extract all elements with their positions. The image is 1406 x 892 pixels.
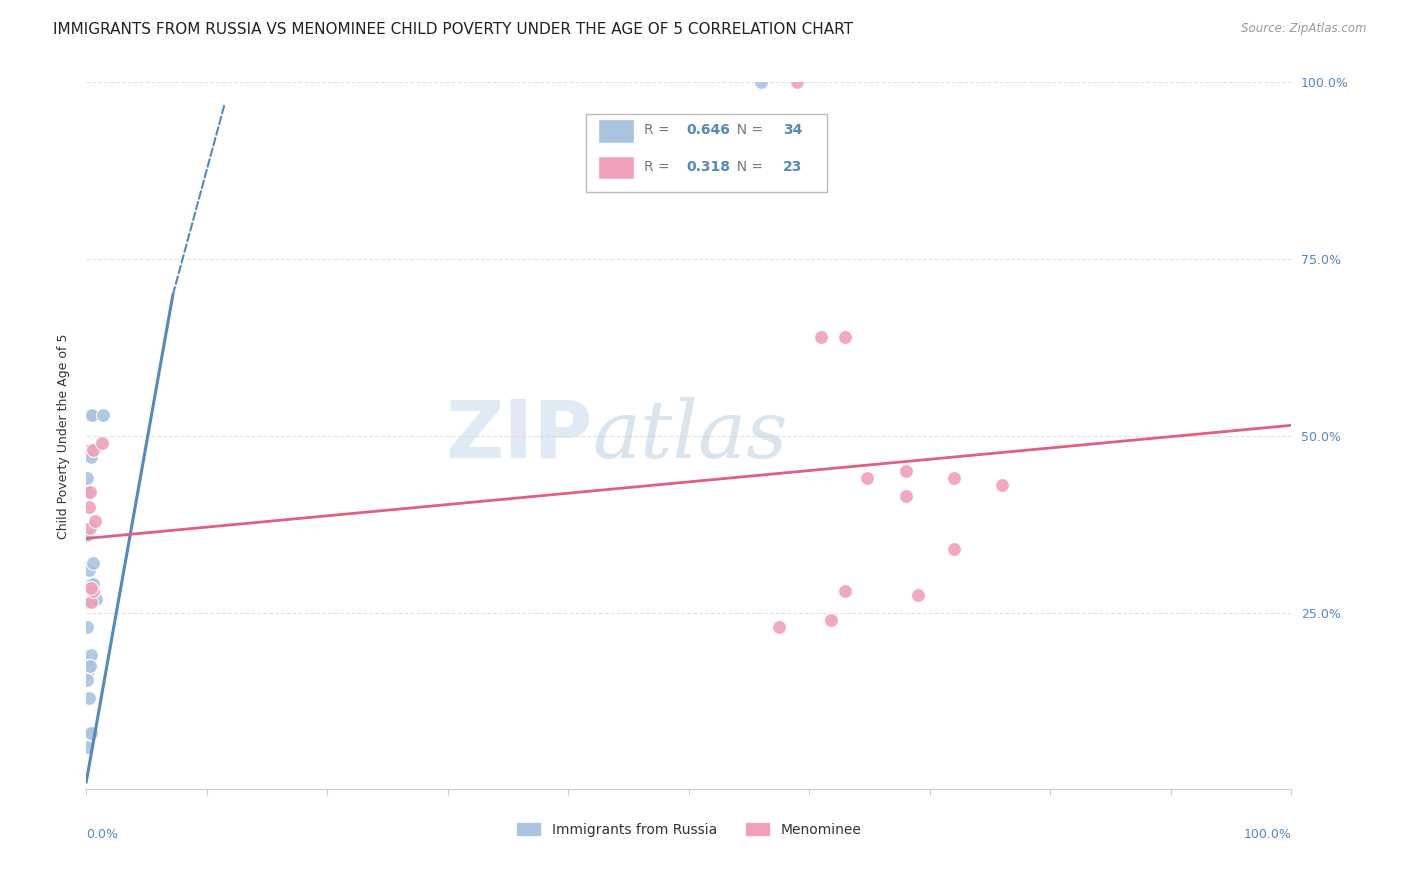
- Point: [76, 726, 98, 740]
- Text: Source: ZipAtlas.com: Source: ZipAtlas.com: [1241, 22, 1367, 36]
- Point: [76, 528, 98, 542]
- Text: 0.0%: 0.0%: [86, 829, 118, 841]
- Point: [77, 726, 100, 740]
- Point: [77, 658, 100, 673]
- Point: [749, 75, 772, 89]
- Point: [82, 584, 104, 599]
- Point: [76, 620, 98, 634]
- Text: 34: 34: [783, 123, 801, 136]
- Point: [80, 595, 103, 609]
- Text: N =: N =: [728, 160, 768, 174]
- Text: 100.0%: 100.0%: [1243, 829, 1291, 841]
- Point: [768, 620, 790, 634]
- Point: [907, 588, 929, 602]
- Point: [76, 485, 98, 500]
- Point: [79, 658, 101, 673]
- Point: [84, 591, 107, 606]
- Point: [79, 485, 101, 500]
- Y-axis label: Child Poverty Under the Age of 5: Child Poverty Under the Age of 5: [58, 334, 70, 539]
- Text: N =: N =: [728, 123, 768, 136]
- Point: [77, 500, 100, 514]
- FancyBboxPatch shape: [586, 114, 827, 192]
- Point: [76, 595, 98, 609]
- Point: [80, 577, 103, 591]
- Point: [90, 436, 112, 450]
- Point: [82, 584, 104, 599]
- FancyBboxPatch shape: [599, 120, 634, 143]
- Text: R =: R =: [644, 123, 673, 136]
- Point: [82, 556, 104, 570]
- Point: [80, 726, 103, 740]
- Point: [80, 581, 103, 595]
- Point: [79, 408, 101, 422]
- Text: atlas: atlas: [592, 397, 787, 475]
- Point: [76, 665, 98, 680]
- Point: [810, 330, 832, 344]
- Point: [991, 478, 1014, 492]
- Point: [76, 471, 98, 485]
- Point: [79, 591, 101, 606]
- Point: [77, 690, 100, 705]
- Point: [79, 577, 101, 591]
- Text: 0.318: 0.318: [686, 160, 730, 174]
- Point: [80, 584, 103, 599]
- Legend: Immigrants from Russia, Menominee: Immigrants from Russia, Menominee: [510, 817, 868, 843]
- Point: [80, 450, 103, 464]
- Point: [82, 584, 104, 599]
- Text: ZIP: ZIP: [446, 397, 592, 475]
- Point: [942, 542, 965, 557]
- Point: [942, 471, 965, 485]
- Text: 23: 23: [783, 160, 801, 174]
- Point: [76, 739, 98, 754]
- Point: [82, 584, 104, 599]
- Point: [894, 464, 917, 478]
- Point: [77, 595, 100, 609]
- Point: [76, 673, 98, 687]
- Text: 0.646: 0.646: [686, 123, 730, 136]
- Text: R =: R =: [644, 160, 673, 174]
- FancyBboxPatch shape: [599, 156, 634, 179]
- Point: [77, 577, 100, 591]
- Point: [91, 408, 114, 422]
- Point: [820, 613, 842, 627]
- Point: [894, 489, 917, 503]
- Point: [834, 330, 856, 344]
- Point: [77, 658, 100, 673]
- Point: [79, 521, 101, 535]
- Point: [77, 563, 100, 577]
- Point: [786, 75, 808, 89]
- Text: IMMIGRANTS FROM RUSSIA VS MENOMINEE CHILD POVERTY UNDER THE AGE OF 5 CORRELATION: IMMIGRANTS FROM RUSSIA VS MENOMINEE CHIL…: [53, 22, 853, 37]
- Point: [82, 577, 104, 591]
- Point: [83, 514, 105, 528]
- Point: [80, 648, 103, 662]
- Point: [79, 443, 101, 458]
- Point: [856, 471, 879, 485]
- Point: [82, 408, 104, 422]
- Point: [834, 584, 856, 599]
- Point: [82, 443, 104, 458]
